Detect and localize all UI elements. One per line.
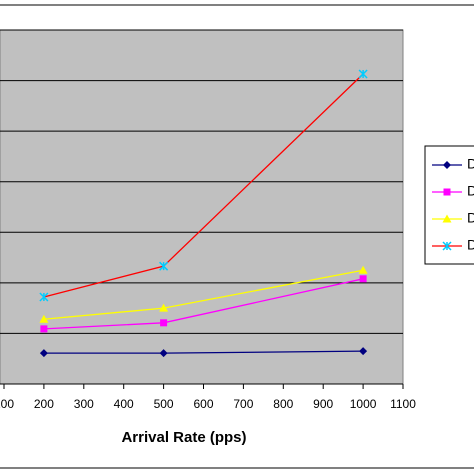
- legend-label: D: [467, 210, 474, 226]
- plot-area: [0, 29, 404, 385]
- x-tick-label: 800: [273, 397, 293, 411]
- marker: [40, 325, 48, 333]
- marker: [39, 349, 48, 358]
- x-tick-label: 400: [114, 397, 134, 411]
- marker: [159, 303, 169, 312]
- legend-marker: [442, 241, 452, 251]
- x-tick-label: 500: [154, 397, 174, 411]
- marker: [359, 275, 367, 283]
- x-axis-label: Arrival Rate (pps): [121, 429, 246, 446]
- x-tick-label: 200: [34, 397, 54, 411]
- legend-marker: [443, 188, 451, 196]
- x-tick-label: 1000: [350, 397, 377, 411]
- legend-label: D: [467, 183, 474, 199]
- marker: [358, 69, 368, 79]
- x-tick-label: 1100: [390, 397, 416, 411]
- x-tick-label: 700: [233, 397, 253, 411]
- marker: [358, 265, 368, 274]
- legend-label: D: [467, 156, 474, 172]
- marker: [159, 349, 168, 358]
- marker: [39, 292, 49, 302]
- marker: [160, 319, 168, 327]
- marker: [359, 347, 368, 356]
- x-tick-label: 100: [0, 397, 14, 411]
- x-tick-label: 900: [313, 397, 333, 411]
- x-tick-label: 600: [193, 397, 213, 411]
- x-tick-label: 300: [74, 397, 94, 411]
- legend-label: D: [467, 237, 474, 253]
- marker: [159, 261, 169, 271]
- marker: [39, 314, 49, 323]
- legend-marker: [443, 161, 451, 169]
- legend-marker: [442, 214, 452, 223]
